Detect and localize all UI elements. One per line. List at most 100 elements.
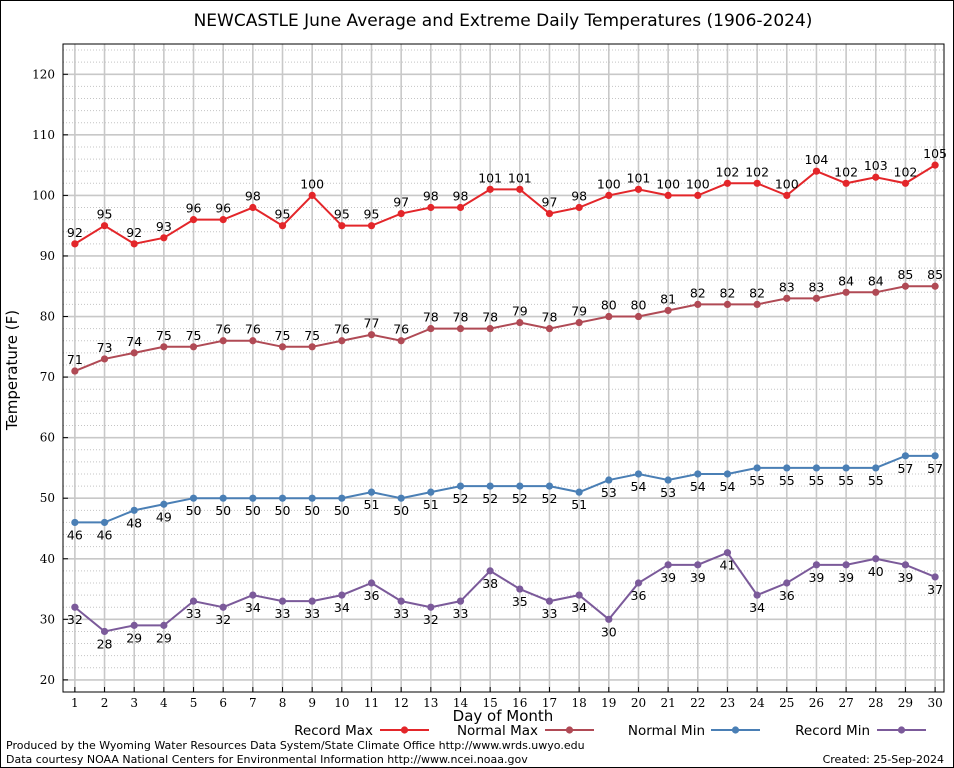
record-max-point xyxy=(694,191,702,200)
record-max-data-label: 98 xyxy=(245,189,261,204)
record-min-data-label: 39 xyxy=(690,570,706,585)
normal-min-point xyxy=(812,464,821,472)
record-min-data-label: 34 xyxy=(749,600,765,615)
normal-min-data-label: 53 xyxy=(660,485,676,500)
normal-max-data-label: 71 xyxy=(67,352,83,367)
record-min-data-label: 34 xyxy=(571,600,587,615)
normal-min-point xyxy=(308,494,316,502)
normal-min-point xyxy=(456,482,465,490)
normal-min-data-label: 51 xyxy=(423,497,439,512)
x-tick-label: 30 xyxy=(927,696,942,710)
plot-area-border xyxy=(62,43,945,693)
normal-max-point xyxy=(278,343,287,351)
normal-max-point xyxy=(160,343,168,351)
record-min-data-label: 39 xyxy=(808,570,824,585)
record-min-data-label: 40 xyxy=(868,564,884,579)
record-max-data-label: 92 xyxy=(67,225,83,240)
record-max-point xyxy=(486,185,494,193)
record-max-point xyxy=(427,203,435,212)
record-max-data-label: 104 xyxy=(805,152,829,167)
legend-marker-normal-min xyxy=(731,726,740,734)
normal-min-data-label: 52 xyxy=(482,491,498,506)
record-max-point xyxy=(219,216,227,224)
normal-min-data-label: 55 xyxy=(868,473,884,488)
record-min-data-label: 36 xyxy=(631,588,647,603)
series-layer xyxy=(71,161,939,636)
normal-max-point xyxy=(130,349,138,357)
record-max-data-label: 100 xyxy=(300,176,324,191)
x-tick-label: 18 xyxy=(572,696,587,710)
normal-min-point xyxy=(71,518,79,527)
x-tick-label: 12 xyxy=(394,696,409,710)
normal-min-point xyxy=(634,470,643,478)
record-max-point xyxy=(160,234,168,242)
record-min-data-label: 34 xyxy=(334,600,350,615)
minor-grid xyxy=(63,49,944,693)
normal-min-data-label: 55 xyxy=(779,473,795,488)
record-max-data-label: 95 xyxy=(275,207,291,222)
normal-min-point xyxy=(367,488,376,496)
normal-max-data-label: 79 xyxy=(512,304,528,319)
x-tick-label: 21 xyxy=(660,696,675,710)
record-min-data-label: 33 xyxy=(542,606,558,621)
record-min-data-label: 39 xyxy=(897,570,913,585)
normal-min-point xyxy=(575,488,583,496)
y-tick-label: 80 xyxy=(40,310,55,324)
normal-min-data-label: 52 xyxy=(542,491,558,506)
normal-max-data-label: 78 xyxy=(423,310,439,325)
record-max-point xyxy=(397,209,405,218)
normal-max-point xyxy=(397,337,405,345)
record-max-point xyxy=(100,222,109,230)
normal-min-point xyxy=(753,464,761,472)
record-max-data-label: 100 xyxy=(656,176,680,191)
normal-min-data-label: 50 xyxy=(245,503,261,518)
record-min-data-label: 39 xyxy=(838,570,854,585)
record-max-data-label: 105 xyxy=(923,146,947,161)
normal-min-point xyxy=(486,482,494,490)
chart-title: NEWCASTLE June Average and Extreme Daily… xyxy=(194,11,813,31)
x-tick-label: 5 xyxy=(190,696,198,710)
record-max-data-label: 101 xyxy=(627,170,651,185)
record-min-point xyxy=(130,621,138,629)
normal-min-point xyxy=(397,494,405,502)
normal-max-data-label: 76 xyxy=(334,322,350,337)
x-tick-label: 24 xyxy=(749,696,765,710)
record-max-data-label: 102 xyxy=(894,164,918,179)
major-grid xyxy=(63,44,944,692)
record-max-data-label: 102 xyxy=(716,164,740,179)
record-min-point xyxy=(783,579,791,587)
y-tick-label: 110 xyxy=(32,128,55,142)
record-min-point xyxy=(456,597,465,605)
record-max-data-label: 103 xyxy=(864,158,888,173)
record-min-point xyxy=(100,627,109,636)
x-tick-label: 9 xyxy=(308,696,316,710)
normal-max-data-label: 79 xyxy=(571,304,587,319)
y-tick-label: 20 xyxy=(40,673,55,687)
record-min-point xyxy=(694,561,702,569)
record-min-point xyxy=(486,567,494,575)
record-max-line xyxy=(74,164,936,245)
record-max-data-label: 98 xyxy=(571,189,587,204)
normal-max-point xyxy=(189,343,198,351)
normal-max-data-label: 75 xyxy=(156,328,172,343)
normal-min-point xyxy=(516,482,524,490)
record-min-data-label: 37 xyxy=(927,582,943,597)
record-min-point xyxy=(249,591,257,599)
legend-label-normal-min: Normal Min xyxy=(628,723,705,739)
record-max-point xyxy=(575,203,583,212)
record-max-point xyxy=(931,161,939,169)
normal-min-point xyxy=(664,476,672,484)
normal-min-data-label: 54 xyxy=(720,479,736,494)
normal-min-point xyxy=(427,488,435,496)
footer-produced-by: Produced by the Wyoming Water Resources … xyxy=(6,739,585,752)
normal-max-data-label: 83 xyxy=(808,279,824,294)
normal-min-data-label: 50 xyxy=(393,503,409,518)
normal-max-point xyxy=(367,331,376,339)
normal-max-data-label: 80 xyxy=(601,298,617,313)
normal-min-data-label: 52 xyxy=(453,491,469,506)
normal-max-point xyxy=(456,325,465,333)
x-tick-label: 6 xyxy=(219,696,227,710)
record-min-point xyxy=(516,585,524,593)
normal-max-data-label: 76 xyxy=(245,322,261,337)
